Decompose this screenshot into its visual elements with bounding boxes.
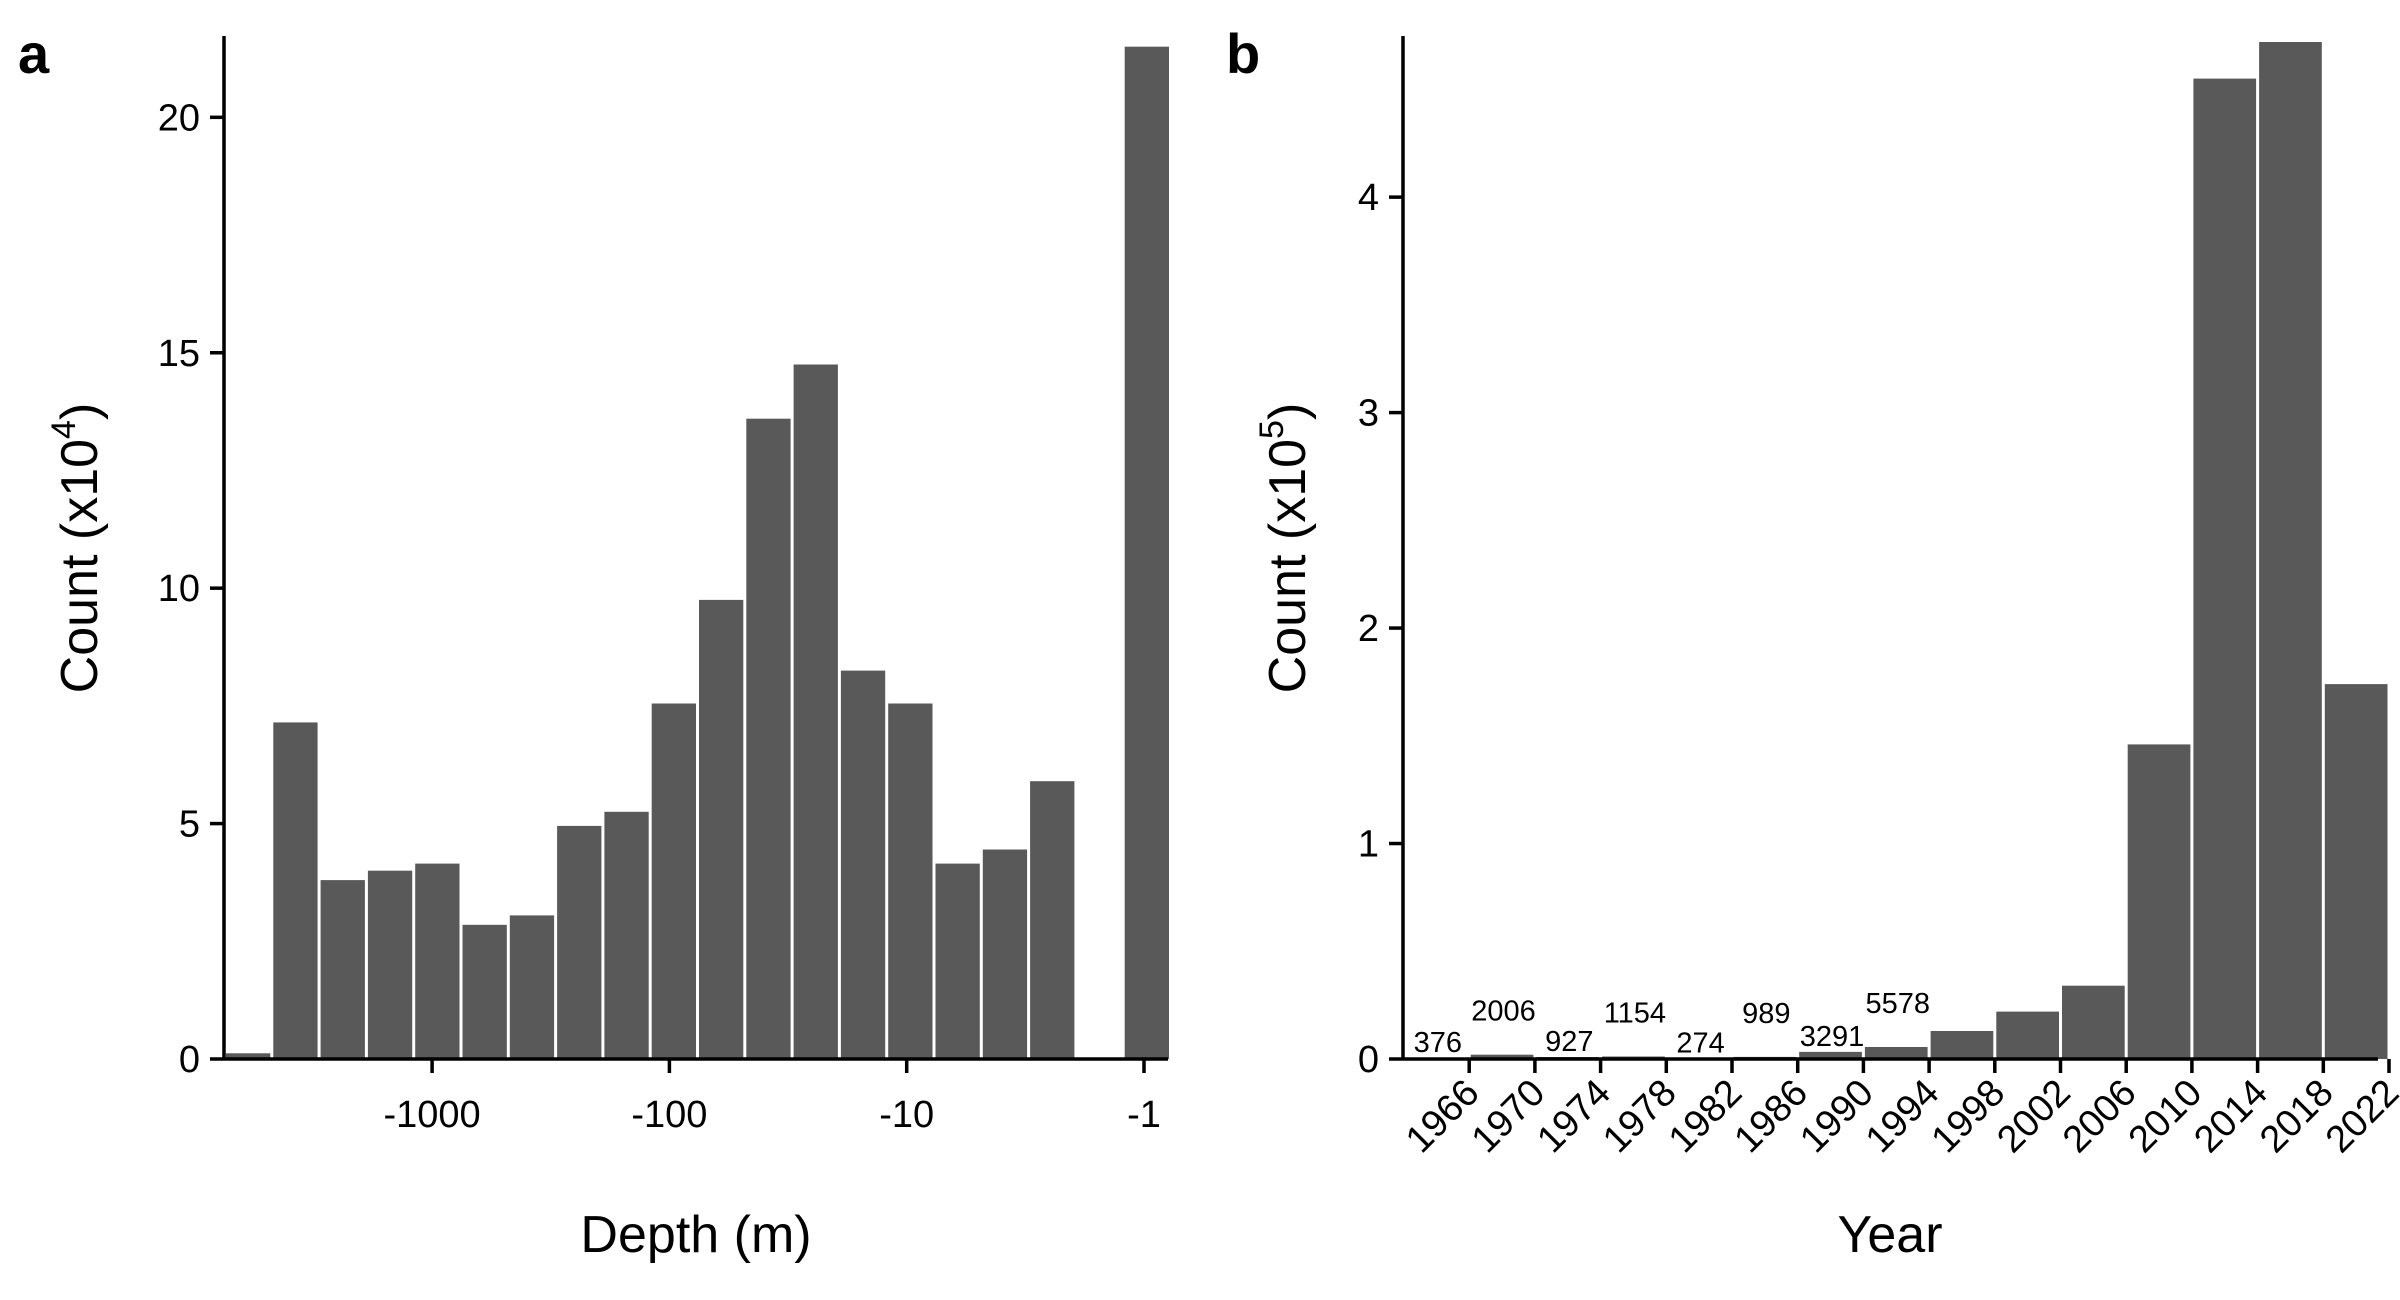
panel-a-bar (982, 849, 1028, 1059)
panel-a-y-tick-label: 5 (179, 804, 200, 846)
panel-a-x-tick-label: -1000 (383, 1094, 480, 1136)
panel-a-y-tick-label: 0 (179, 1039, 200, 1081)
panel-a-bar (746, 418, 791, 1059)
panel-b-x-tick-label: 1974 (1529, 1072, 1618, 1161)
panel-b-y-axis-title-close: ) (1259, 403, 1317, 420)
panel-b-data-label: 2006 (1471, 996, 1536, 1028)
panel-b-data-label: 274 (1676, 1027, 1724, 1059)
panel-a-bar (320, 880, 365, 1059)
panel-a-bar (651, 703, 696, 1059)
panel-b-bar (2062, 985, 2125, 1059)
panel-b-y-tick-label: 2 (1358, 608, 1379, 650)
panel-b-bars (1405, 42, 2388, 1060)
panel-b-x-tick-label: 2010 (2121, 1072, 2210, 1161)
panel-b-y-axis-title-exponent: 5 (1253, 420, 1291, 439)
panel-b-x-tick-label: 1994 (1858, 1072, 1947, 1161)
panel-b-x-tick-label: 1998 (1924, 1072, 2013, 1161)
panel-a-y-axis-title-base: Count (x10 (51, 439, 109, 693)
panel-b-y-axis-title-base: Count (x10 (1259, 439, 1317, 693)
panel-a-bar (509, 915, 555, 1059)
panel-a-bar (557, 825, 602, 1059)
panel-a-y-tick-label: 10 (158, 568, 200, 610)
panel-a-x-tick-label: -10 (879, 1094, 934, 1136)
panel-b-x-ticks: 1966197019741978198219861990199419982002… (1398, 1059, 2400, 1161)
panel-b-x-tick-label: 1982 (1661, 1072, 1750, 1161)
panel-b-data-label: 1154 (1604, 998, 1666, 1030)
panel-a-bar (793, 364, 838, 1059)
panel-a-bar (888, 703, 933, 1059)
panel-b-x-tick-label: 2014 (2186, 1072, 2275, 1161)
panel-a-bar (935, 863, 980, 1059)
panel-b-x-tick-label: 2018 (2252, 1072, 2341, 1161)
panel-a-bar (1030, 781, 1075, 1059)
panel-a-y-axis-title-exponent: 4 (45, 420, 83, 439)
panel-b-data-label: 5578 (1866, 988, 1931, 1020)
panel-a-bar (462, 924, 507, 1059)
panel-b-y-tick-label: 0 (1358, 1039, 1379, 1081)
panel-b-x-tick-label: 1966 (1398, 1072, 1487, 1161)
panel-b-data-label: 927 (1545, 1026, 1593, 1058)
panel-a-label: a (18, 22, 50, 85)
panel-a-x-axis-title: Depth (m) (580, 1206, 811, 1264)
panel-b-data-label: 989 (1742, 998, 1790, 1030)
panel-a-bars (226, 46, 1169, 1059)
panel-b-bar (1996, 1011, 2059, 1059)
panel-a-bar (604, 811, 649, 1059)
panel-b-x-tick-label: 2006 (2055, 1072, 2144, 1161)
panel-a-x-tick-label: -100 (631, 1094, 707, 1136)
panel-a-x-tick-label: -1 (1127, 1094, 1161, 1136)
panel-b-x-tick-label: 1970 (1464, 1072, 1553, 1161)
panel-b-label: b (1226, 22, 1260, 85)
panel-a-y-tick-label: 20 (158, 97, 200, 139)
panel-a-y-ticks: 0 5 10 15 20 (158, 97, 224, 1081)
panel-a-x-ticks: -1000 -100 -10 -1 (383, 1059, 1161, 1136)
panel-a-bar (415, 863, 460, 1059)
panel-b-x-tick-label: 2022 (2318, 1072, 2400, 1161)
panel-b-x-axis-title: Year (1837, 1206, 1942, 1264)
panel-a-bar (840, 670, 886, 1059)
panel-b-x-tick-label: 1990 (1792, 1072, 1881, 1161)
panel-b-bar (1930, 1031, 1994, 1059)
panel-a-y-tick-label: 15 (158, 333, 200, 375)
panel-b-data-label: 376 (1414, 1027, 1462, 1059)
panel-a-bar (1124, 46, 1169, 1059)
panel-b-x-tick-label: 2002 (1989, 1072, 2078, 1161)
panel-a-bar (367, 870, 413, 1059)
panel-a: a 0 5 10 15 20 -1000 -100 -10 -1 Depth (m) Coun… (18, 22, 1169, 1264)
panel-b-x-tick-label: 1978 (1595, 1072, 1684, 1161)
panel-a-bar (699, 599, 744, 1059)
panel-b-data-label: 3291 (1800, 1021, 1865, 1053)
panel-b-y-tick-label: 3 (1358, 393, 1379, 435)
panel-b-bar (1799, 1051, 1862, 1059)
panel-a-y-axis-title: Count (x104) (45, 403, 109, 694)
panel-a-y-axis-title-close: ) (51, 403, 109, 420)
panel-b-bar (1864, 1047, 1928, 1059)
panel-b-y-tick-label: 4 (1358, 177, 1379, 219)
panel-b-y-axis-title: Count (x105) (1253, 403, 1317, 694)
panel-b-bar (1470, 1054, 1534, 1059)
panel-b-bar (2324, 684, 2388, 1059)
panel-b-y-ticks: 0 1 2 3 4 (1358, 177, 1403, 1081)
panel-b-bar (2193, 78, 2257, 1060)
panel-b-bar (2127, 744, 2191, 1059)
panel-b-y-tick-label: 1 (1358, 824, 1379, 866)
panel-a-bar (273, 722, 318, 1059)
panel-a-bar (226, 1053, 271, 1059)
panel-b-bar (2259, 42, 2322, 1059)
panel-b-x-tick-label: 1986 (1727, 1072, 1816, 1161)
